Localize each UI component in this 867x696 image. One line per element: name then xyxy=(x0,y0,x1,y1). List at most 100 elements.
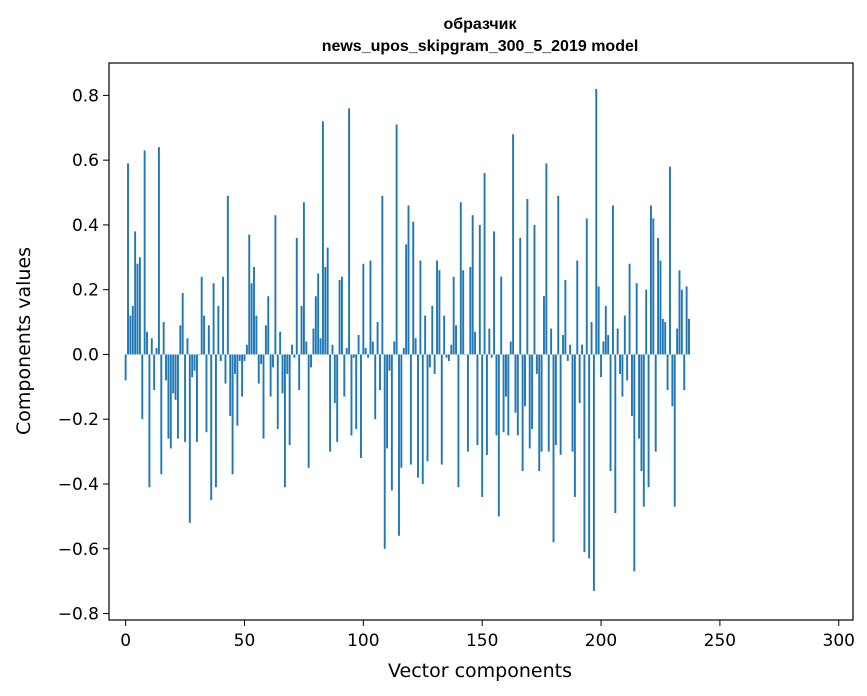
bar xyxy=(609,354,612,472)
bar xyxy=(528,354,531,449)
bar xyxy=(390,354,393,491)
bar xyxy=(481,354,484,497)
bar xyxy=(683,354,686,391)
bar xyxy=(664,322,667,355)
bar xyxy=(424,315,427,355)
bar xyxy=(545,163,548,355)
bar xyxy=(462,270,465,355)
bar xyxy=(165,354,167,381)
bar xyxy=(535,354,538,374)
bar xyxy=(395,124,398,355)
bar xyxy=(352,354,355,358)
bar xyxy=(222,276,225,355)
bar xyxy=(127,163,129,355)
bar xyxy=(336,354,339,442)
bar xyxy=(419,260,422,355)
bar xyxy=(319,338,322,355)
y-tick-label: −0.8 xyxy=(58,605,99,625)
bar xyxy=(364,347,367,355)
bar xyxy=(143,150,146,355)
bar xyxy=(236,354,239,426)
bar xyxy=(138,257,141,355)
bar xyxy=(426,354,429,462)
bar xyxy=(557,195,560,355)
bar xyxy=(176,354,179,439)
chart-title-line2: news_upos_skipgram_300_5_2019 model xyxy=(322,38,639,55)
bar xyxy=(200,276,203,355)
bar xyxy=(452,276,455,355)
bar xyxy=(229,354,232,416)
bar xyxy=(205,354,208,433)
bar xyxy=(124,354,127,381)
bar xyxy=(602,341,605,355)
bar xyxy=(131,305,134,355)
bar xyxy=(564,279,567,355)
bar xyxy=(642,354,645,507)
bar xyxy=(245,344,248,355)
bar xyxy=(291,344,293,355)
bar xyxy=(469,267,472,355)
bar xyxy=(485,354,488,455)
bar xyxy=(628,263,631,355)
bar xyxy=(493,231,496,355)
bar xyxy=(519,237,522,355)
bar xyxy=(203,315,206,355)
y-tick-label: 0.8 xyxy=(72,86,99,106)
bar xyxy=(604,305,607,355)
bar xyxy=(136,263,139,355)
bar xyxy=(657,237,660,355)
bar xyxy=(381,195,384,355)
bar xyxy=(571,354,574,452)
bar xyxy=(578,354,581,404)
bar xyxy=(269,354,272,397)
bar xyxy=(552,354,555,543)
bar xyxy=(224,354,227,384)
bar xyxy=(141,354,144,420)
bar xyxy=(241,354,244,397)
bar xyxy=(267,296,270,355)
bar xyxy=(217,305,220,355)
bar xyxy=(616,328,619,355)
bar xyxy=(650,205,652,355)
bar xyxy=(360,354,362,459)
bar xyxy=(207,325,210,355)
x-axis: 0 50 100 150 200 250 300 xyxy=(120,620,855,651)
bar xyxy=(652,218,655,355)
y-tick-label: −0.2 xyxy=(58,410,99,430)
bar xyxy=(471,215,474,355)
bar xyxy=(196,354,198,442)
y-tick-label: 0.4 xyxy=(72,216,99,236)
y-tick-label: 0.6 xyxy=(72,151,99,171)
bar xyxy=(447,354,450,361)
bar xyxy=(607,335,610,355)
bar xyxy=(512,134,515,355)
bar xyxy=(502,354,505,433)
bar xyxy=(181,292,184,355)
bar xyxy=(276,354,279,429)
bar xyxy=(464,354,467,355)
bar xyxy=(505,354,507,397)
bar xyxy=(260,354,263,365)
bar xyxy=(179,325,182,355)
bar xyxy=(286,354,289,374)
bar xyxy=(409,354,412,465)
bar xyxy=(588,354,591,559)
bar xyxy=(312,328,315,355)
bar xyxy=(524,354,526,407)
bar xyxy=(590,322,593,355)
bar xyxy=(393,341,396,355)
bar xyxy=(621,354,624,397)
x-tick-label: 250 xyxy=(704,631,736,651)
bar xyxy=(262,354,265,439)
bar xyxy=(576,260,579,355)
bar xyxy=(191,354,194,378)
bar xyxy=(614,354,617,514)
bar xyxy=(302,202,305,355)
bar xyxy=(272,354,274,368)
bar xyxy=(400,354,403,468)
bar xyxy=(455,325,457,355)
bar xyxy=(295,237,298,355)
bar xyxy=(450,344,453,355)
bar xyxy=(483,173,486,355)
